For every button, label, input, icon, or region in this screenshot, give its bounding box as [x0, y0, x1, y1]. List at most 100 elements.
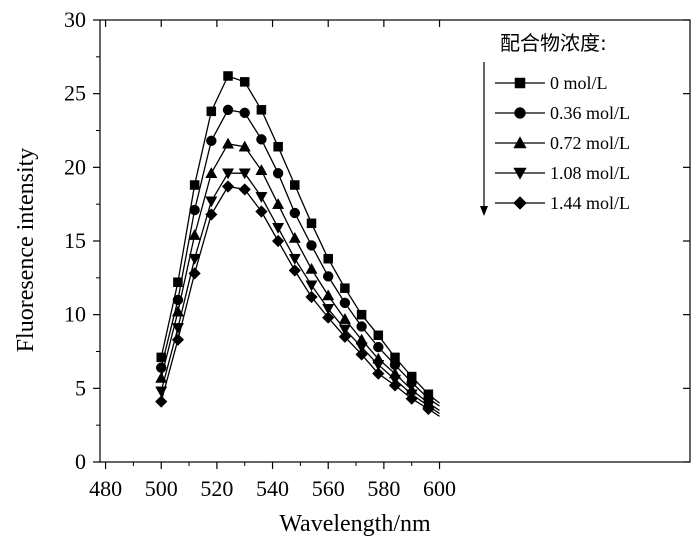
- series-4: [155, 180, 440, 417]
- data-point: [272, 222, 285, 234]
- series-3: [155, 168, 440, 414]
- legend-marker: [514, 77, 526, 89]
- data-point: [205, 167, 218, 178]
- x-tick-label: 600: [423, 476, 456, 501]
- data-point: [305, 280, 318, 292]
- data-point: [238, 183, 251, 196]
- data-point: [221, 168, 235, 180]
- data-point: [272, 198, 285, 209]
- legend-label: 1.44 mol/L: [550, 193, 630, 213]
- data-point: [356, 309, 367, 320]
- data-point: [373, 341, 384, 353]
- data-point: [338, 324, 351, 336]
- data-point: [373, 330, 384, 341]
- data-point: [188, 253, 201, 265]
- data-point: [356, 321, 367, 332]
- legend-marker: [513, 136, 527, 149]
- data-point: [323, 253, 333, 264]
- y-tick-label: 20: [64, 154, 86, 179]
- data-point: [272, 168, 284, 179]
- data-point: [189, 204, 200, 216]
- data-point: [422, 402, 435, 416]
- data-point: [339, 297, 351, 309]
- data-point: [288, 231, 301, 243]
- data-point: [256, 105, 267, 115]
- data-point: [239, 107, 250, 119]
- data-point: [405, 392, 418, 405]
- data-point: [322, 311, 335, 324]
- data-point: [188, 267, 201, 280]
- data-point: [221, 137, 235, 149]
- y-tick-label: 10: [64, 302, 86, 327]
- data-point: [206, 106, 217, 117]
- legend-marker: [513, 167, 527, 180]
- data-point: [273, 141, 283, 152]
- series-line: [160, 172, 440, 414]
- legend-entry-0: 0 mol/L: [495, 73, 608, 93]
- data-point: [372, 360, 385, 371]
- data-point: [255, 192, 268, 203]
- data-point: [256, 134, 267, 145]
- data-point: [171, 333, 185, 346]
- data-point: [338, 312, 351, 324]
- legend-label: 0.36 mol/L: [550, 103, 630, 123]
- legend-title: 配合物浓度:: [500, 31, 607, 55]
- legend-entry-4: 1.44 mol/L: [495, 193, 630, 213]
- legend-label: 0 mol/L: [550, 73, 608, 93]
- data-point: [238, 140, 251, 152]
- x-axis-title: Wavelength/nm: [279, 511, 431, 537]
- x-tick-label: 480: [89, 476, 122, 501]
- legend: 配合物浓度: 0 mol/L 0.36 mol/L 0.72 mol/L 1.08 m…: [480, 31, 630, 216]
- data-point: [206, 135, 217, 147]
- data-point: [388, 379, 402, 392]
- data-point: [306, 240, 317, 251]
- data-point: [238, 168, 251, 180]
- data-point: [173, 277, 183, 288]
- x-tick-label: 500: [145, 476, 178, 501]
- legend-entry-2: 0.72 mol/L: [495, 133, 630, 153]
- data-point: [340, 283, 350, 293]
- legend-entry-3: 1.08 mol/L: [495, 163, 630, 183]
- data-point: [288, 253, 301, 265]
- legend-label: 0.72 mol/L: [550, 133, 630, 153]
- data-point: [155, 395, 168, 408]
- data-point: [223, 71, 233, 81]
- data-point: [239, 77, 250, 87]
- data-point: [355, 348, 368, 361]
- data-point: [255, 205, 268, 218]
- legend-marker: [514, 107, 526, 119]
- data-point: [372, 367, 385, 380]
- data-point: [323, 271, 334, 282]
- y-tick-label: 25: [64, 81, 86, 106]
- legend-entry-1: 0.36 mol/L: [495, 103, 630, 123]
- x-tick-label: 520: [200, 476, 233, 501]
- data-point: [305, 290, 318, 304]
- data-point: [305, 262, 318, 274]
- data-point: [222, 104, 234, 116]
- y-tick-label: 5: [75, 375, 86, 400]
- legend-label: 1.08 mol/L: [550, 163, 630, 183]
- legend-arrow-head: [480, 206, 488, 216]
- data-point: [355, 342, 368, 354]
- data-point: [188, 228, 201, 240]
- axes: 480 500 520 540 560 580 600 0 5 10 15 20 25 30: [64, 7, 691, 501]
- data-point: [205, 196, 218, 208]
- data-point: [322, 289, 335, 301]
- y-tick-label: 15: [64, 228, 86, 253]
- data-point: [338, 330, 352, 343]
- data-point: [322, 304, 335, 315]
- legend-marker: [513, 196, 527, 210]
- data-point: [290, 180, 300, 190]
- x-tick-label: 580: [367, 476, 400, 501]
- y-tick-label: 0: [75, 449, 86, 474]
- x-tick-label: 560: [312, 476, 345, 501]
- data-point: [306, 218, 317, 229]
- data-point: [288, 264, 302, 277]
- series-line: [160, 143, 440, 411]
- y-axis-title: Fluoresence intensity: [13, 148, 39, 353]
- data-point: [289, 207, 301, 219]
- y-tick-label: 30: [64, 7, 86, 32]
- data-point: [271, 234, 285, 248]
- data-point: [189, 180, 200, 190]
